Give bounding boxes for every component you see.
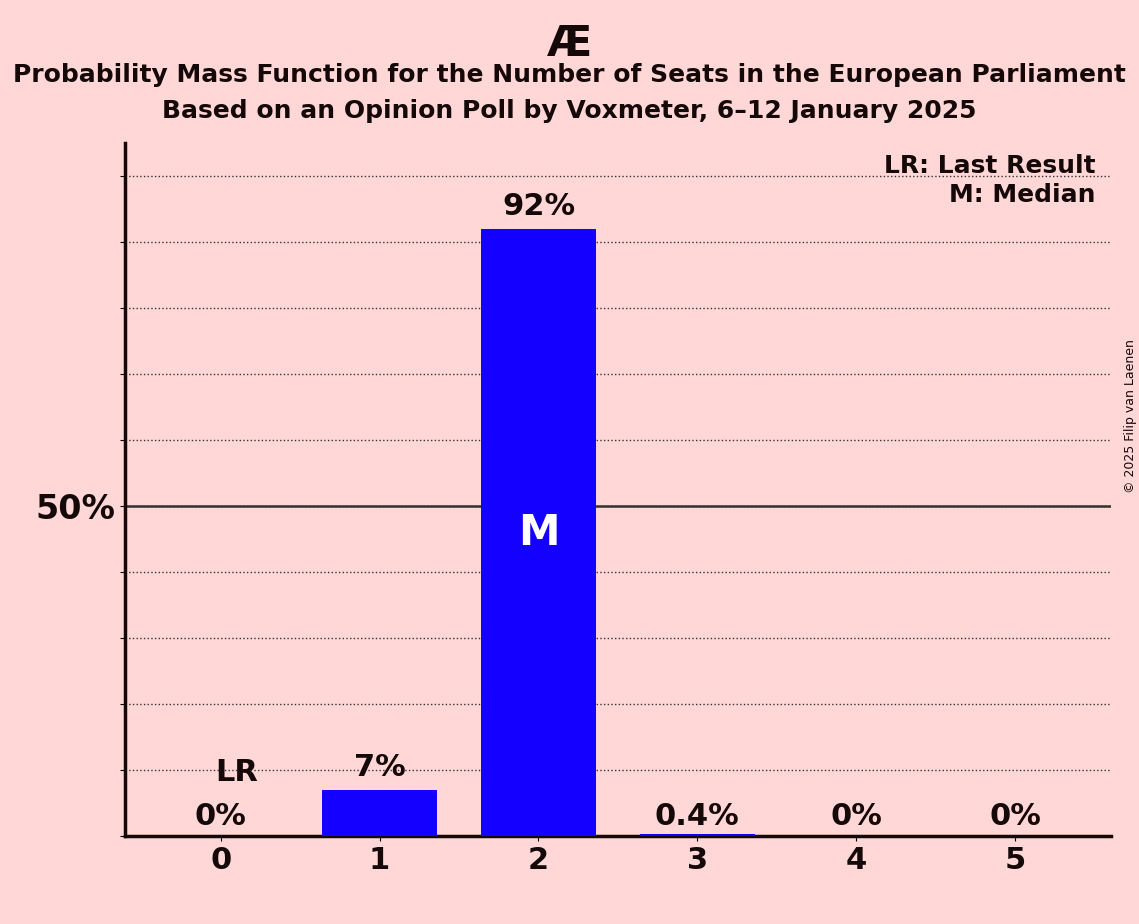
Text: Probability Mass Function for the Number of Seats in the European Parliament: Probability Mass Function for the Number…: [13, 63, 1126, 87]
Bar: [322, 790, 436, 836]
Text: Based on an Opinion Poll by Voxmeter, 6–12 January 2025: Based on an Opinion Poll by Voxmeter, 6–…: [162, 99, 977, 123]
Bar: [482, 229, 596, 836]
Text: LR: Last Result: LR: Last Result: [884, 153, 1096, 177]
Text: © 2025 Filip van Laenen: © 2025 Filip van Laenen: [1124, 339, 1137, 492]
Text: LR: LR: [215, 758, 257, 786]
Text: Æ: Æ: [547, 23, 592, 65]
Text: 0%: 0%: [830, 802, 883, 831]
Text: 0%: 0%: [195, 802, 246, 831]
Text: M: M: [518, 512, 559, 553]
Text: 0%: 0%: [990, 802, 1041, 831]
Text: 0.4%: 0.4%: [655, 802, 739, 831]
Bar: [640, 833, 754, 836]
Text: 92%: 92%: [502, 192, 575, 221]
Text: 7%: 7%: [354, 753, 405, 782]
Text: M: Median: M: Median: [949, 184, 1096, 207]
